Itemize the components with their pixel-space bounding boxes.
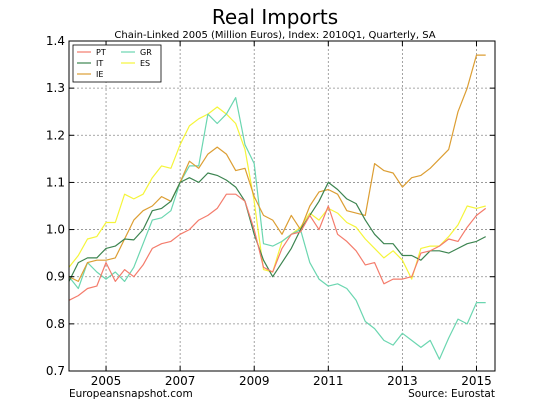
- legend: PT IT IE GR ES: [72, 44, 162, 83]
- plot-frame: [68, 40, 496, 372]
- series-line-it: [68, 172, 486, 282]
- series-line-gr: [68, 96, 486, 360]
- legend-label-es: ES: [140, 59, 150, 68]
- legend-label-ie: IE: [96, 70, 103, 79]
- tick-labels: 0.7 0.8 0.9 1.0 1.1 1.2 1.3 1.4 2005 2007 2009 2011…: [46, 34, 492, 388]
- y-tick-label: 1.2: [46, 128, 65, 142]
- y-tick-label: 0.9: [46, 270, 65, 284]
- x-tick-label: 2013: [387, 374, 418, 388]
- y-tick-label: 1.3: [46, 81, 65, 95]
- y-tick-label: 0.7: [46, 364, 65, 378]
- y-tick-label: 1.4: [46, 34, 65, 48]
- y-tick-label: 0.8: [46, 317, 65, 331]
- source-left: Europeansnapshot.com: [69, 388, 193, 400]
- series-line-pt: [68, 193, 487, 301]
- ticks: [69, 40, 495, 372]
- source-right: Source: Eurostat: [408, 388, 495, 400]
- y-tick-label: 1.0: [46, 223, 65, 237]
- series-line-ie: [68, 54, 486, 282]
- legend-label-it: IT: [96, 59, 103, 68]
- legend-label-pt: PT: [96, 48, 106, 57]
- x-tick-label: 2015: [461, 374, 492, 388]
- chart-title: Real Imports: [212, 5, 338, 29]
- y-tick-label: 1.1: [46, 175, 65, 189]
- x-tick-label: 2007: [165, 374, 196, 388]
- series-lines: [68, 54, 487, 360]
- x-tick-label: 2011: [313, 374, 344, 388]
- x-tick-label: 2005: [91, 374, 122, 388]
- chart-subtitle: Chain-Linked 2005 (Million Euros), Index…: [114, 30, 435, 41]
- legend-label-gr: GR: [140, 48, 152, 57]
- x-tick-label: 2009: [239, 374, 270, 388]
- series-line-es: [68, 106, 486, 280]
- grid: [69, 41, 495, 371]
